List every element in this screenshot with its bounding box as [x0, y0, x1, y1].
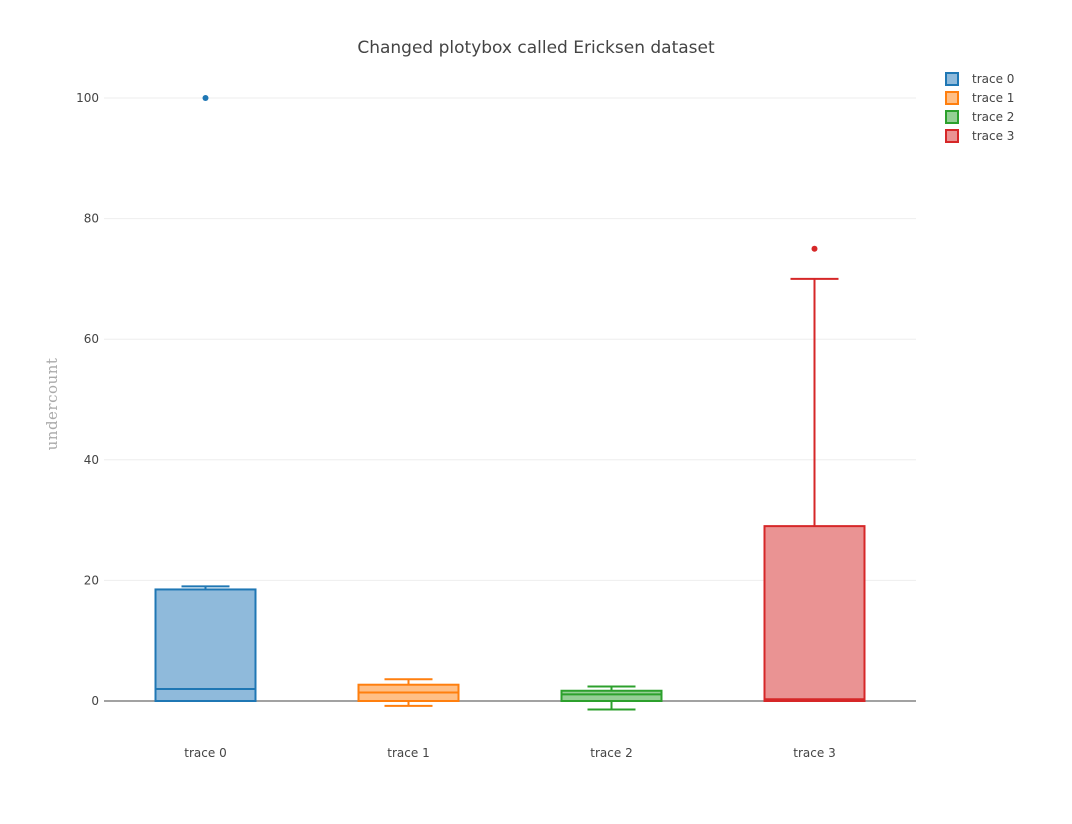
chart-title: Changed plotybox called Ericksen dataset — [357, 38, 715, 58]
legend-swatch — [945, 129, 959, 143]
x-axis-ticks: trace 0 trace 1 trace 2 trace 3 — [184, 746, 835, 760]
box-2 — [560, 685, 663, 711]
legend-label: trace 2 — [972, 110, 1014, 124]
y-tick-label: 80 — [84, 212, 99, 226]
legend-item[interactable]: trace 1 — [945, 91, 1014, 105]
box-1 — [357, 678, 460, 707]
legend-label: trace 3 — [972, 129, 1014, 143]
legend-label: trace 0 — [972, 72, 1014, 86]
y-tick-label: 40 — [84, 453, 99, 467]
y-tick-label: 20 — [84, 573, 99, 587]
y-tick-label: 0 — [91, 694, 99, 708]
y-axis-ticks: 0 20 40 60 80 100 — [76, 91, 99, 708]
legend-item[interactable]: trace 3 — [945, 129, 1014, 143]
legend-item[interactable]: trace 2 — [945, 110, 1014, 124]
box-body — [763, 525, 866, 702]
y-tick-label: 100 — [76, 91, 99, 105]
outlier-point — [811, 245, 818, 252]
legend[interactable]: trace 0 trace 1 trace 2 trace 3 — [945, 72, 1014, 143]
legend-label: trace 1 — [972, 91, 1014, 105]
outlier-point — [202, 95, 209, 101]
boxes — [154, 95, 866, 711]
legend-item[interactable]: trace 0 — [945, 72, 1014, 86]
x-tick-label: trace 3 — [793, 746, 835, 760]
legend-swatch — [945, 110, 959, 124]
box-0 — [154, 95, 257, 703]
x-tick-label: trace 0 — [184, 746, 226, 760]
legend-swatch — [945, 91, 959, 105]
x-tick-label: trace 1 — [387, 746, 429, 760]
box-body — [154, 588, 257, 703]
x-tick-label: trace 2 — [590, 746, 632, 760]
legend-swatch — [945, 72, 959, 86]
y-axis-label: undercount — [43, 358, 61, 451]
box-body — [560, 689, 663, 703]
y-tick-label: 60 — [84, 332, 99, 346]
box-3 — [763, 245, 866, 702]
